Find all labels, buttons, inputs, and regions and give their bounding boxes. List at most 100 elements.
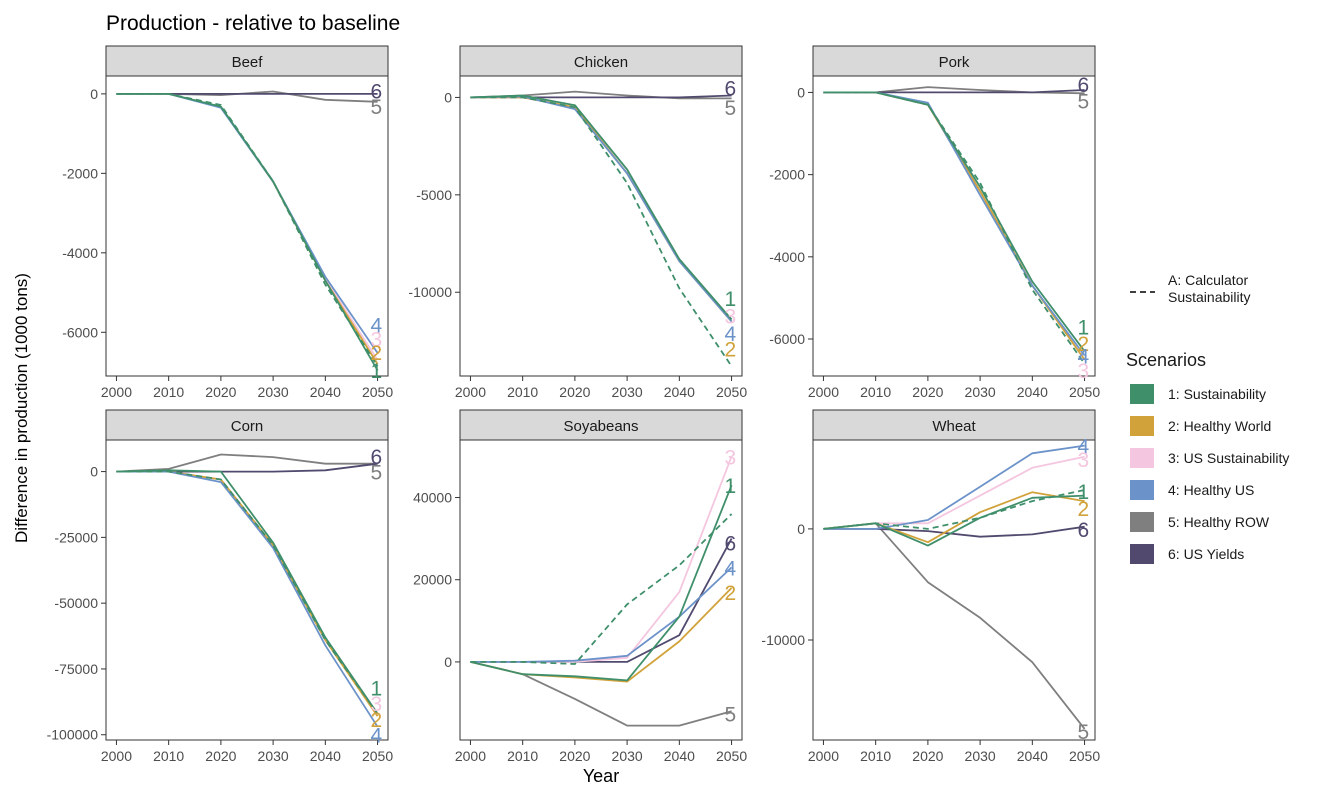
end-label-corn-6: 6: [371, 446, 383, 469]
x-tick-label: 2040: [310, 384, 341, 400]
y-tick-label: -6000: [769, 331, 805, 347]
x-tick-label: 2010: [860, 384, 891, 400]
legend-label-2: 2: Healthy World: [1168, 418, 1271, 434]
end-label-pork-5: 5: [1078, 91, 1090, 114]
end-label-soyabeans-5: 5: [725, 703, 737, 726]
panel-title-corn: Corn: [231, 418, 264, 435]
legend-swatch-4: [1130, 480, 1154, 500]
x-tick-label: 2000: [808, 748, 839, 764]
end-label-pork-3: 3: [1078, 360, 1090, 383]
legend-swatch-1: [1130, 384, 1154, 404]
y-tick-label: -2000: [769, 167, 805, 183]
end-label-wheat-6: 6: [1078, 519, 1090, 542]
end-label-chicken-2: 2: [725, 339, 737, 362]
y-tick-label: -10000: [408, 284, 452, 300]
end-label-wheat-1: 1: [1078, 481, 1090, 504]
panel-frame-chicken: [459, 75, 743, 377]
x-tick-label: 2050: [716, 384, 747, 400]
x-tick-label: 2010: [507, 384, 538, 400]
end-label-beef-2: 2: [371, 342, 383, 365]
y-tick-label: -25000: [54, 529, 98, 545]
end-label-beef-3: 3: [371, 328, 383, 351]
x-tick-label: 2000: [455, 384, 486, 400]
y-tick-label: 0: [90, 464, 98, 480]
series-line-soyabeans-A: [470, 513, 733, 665]
series-line-corn-5: [116, 453, 378, 473]
legend-swatch-5: [1130, 512, 1154, 532]
x-tick-label: 2040: [1017, 384, 1048, 400]
end-label-chicken-6: 6: [725, 78, 737, 101]
x-tick-label: 2020: [912, 748, 943, 764]
series-line-pork-A: [823, 91, 1086, 365]
end-label-corn-2: 2: [371, 709, 383, 732]
end-label-pork-6: 6: [1078, 74, 1090, 97]
end-label-beef-5: 5: [371, 96, 383, 119]
end-label-wheat-2: 2: [1078, 498, 1090, 521]
panel-frame-soyabeans: [459, 439, 743, 741]
x-tick-label: 2040: [664, 748, 695, 764]
x-tick-label: 2020: [559, 748, 590, 764]
end-label-chicken-4: 4: [725, 323, 737, 346]
end-label-beef-6: 6: [371, 81, 383, 104]
x-tick-label: 2000: [101, 384, 132, 400]
end-label-pork-1: 1: [1078, 317, 1090, 340]
legend-label-6: 6: US Yields: [1168, 546, 1244, 562]
x-tick-label: 2000: [101, 748, 132, 764]
y-tick-label: -4000: [62, 245, 98, 261]
x-tick-label: 2020: [205, 384, 236, 400]
panel-title-soyabeans: Soyabeans: [563, 418, 638, 435]
panel-frame-wheat: [812, 439, 1096, 741]
end-label-soyabeans-6: 6: [725, 533, 737, 556]
y-tick-label: 0: [444, 654, 452, 670]
x-tick-label: 2030: [965, 748, 996, 764]
y-axis-label: Difference in production (1000 tons): [12, 273, 31, 543]
x-tick-label: 2040: [1017, 748, 1048, 764]
y-tick-label: -5000: [416, 187, 452, 203]
y-tick-label: -50000: [54, 595, 98, 611]
legend-label-1: 1: Sustainability: [1168, 386, 1266, 402]
x-tick-label: 2040: [310, 748, 341, 764]
end-label-corn-3: 3: [371, 693, 383, 716]
series-line-chicken-1: [470, 94, 733, 321]
legend-label-5: 5: Healthy ROW: [1168, 514, 1270, 530]
panel-strip-wheat: [812, 409, 1096, 441]
x-tick-label: 2010: [153, 748, 184, 764]
panel-strip-chicken: [459, 45, 743, 77]
x-tick-label: 2050: [362, 384, 393, 400]
panel-strip-corn: [105, 409, 389, 441]
legend-swatch-2: [1130, 416, 1154, 436]
end-label-corn-5: 5: [371, 462, 383, 485]
x-axis-label: Year: [583, 766, 619, 786]
y-tick-label: 20000: [413, 572, 452, 588]
panel-strip-soyabeans: [459, 409, 743, 441]
x-tick-label: 2010: [860, 748, 891, 764]
y-tick-label: 0: [90, 86, 98, 102]
y-tick-label: -10000: [761, 632, 805, 648]
y-tick-label: 0: [797, 84, 805, 100]
panel-strip-beef: [105, 45, 389, 77]
end-label-beef-4: 4: [371, 314, 383, 337]
end-label-chicken-1: 1: [725, 288, 737, 311]
end-label-pork-2: 2: [1078, 333, 1090, 356]
end-label-soyabeans-1: 1: [725, 475, 737, 498]
x-tick-label: 2050: [716, 748, 747, 764]
chart-title: Production - relative to baseline: [106, 12, 400, 35]
x-tick-label: 2050: [1069, 748, 1100, 764]
series-line-beef-A: [116, 93, 379, 367]
panel-frame-corn: [105, 439, 389, 741]
legend-swatch-3: [1130, 448, 1154, 468]
x-tick-label: 2000: [455, 748, 486, 764]
panel-title-beef: Beef: [232, 54, 264, 71]
x-tick-label: 2020: [205, 748, 236, 764]
y-tick-label: -6000: [62, 324, 98, 340]
x-tick-label: 2040: [664, 384, 695, 400]
end-label-soyabeans-4: 4: [725, 557, 737, 580]
panel-frame-beef: [105, 75, 389, 377]
series-line-wheat-4: [823, 444, 1085, 530]
end-label-corn-4: 4: [371, 725, 383, 748]
end-label-wheat-3: 3: [1078, 449, 1090, 472]
panel-strip-pork: [812, 45, 1096, 77]
end-label-pork-4: 4: [1078, 345, 1090, 368]
